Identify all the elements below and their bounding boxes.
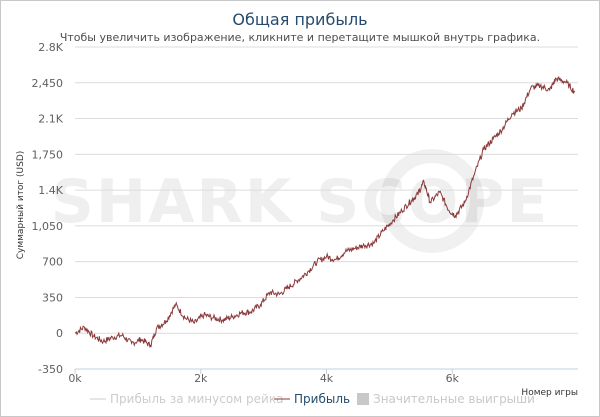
legend-item-profit[interactable]: Прибыль: [274, 392, 350, 406]
x-tick-label: 6k: [446, 372, 460, 385]
series-profit-line[interactable]: [74, 76, 576, 348]
chart-title: Общая прибыль: [232, 10, 367, 29]
legend-label-profit-minus-rake: Прибыль за минусом рейка: [110, 392, 283, 406]
x-tick-label: 4k: [320, 372, 334, 385]
y-tick-label: -350: [38, 363, 63, 376]
legend-symbol-big-wins: [357, 393, 369, 405]
legend-label-profit: Прибыль: [294, 392, 350, 406]
y-tick-label: 1,750: [32, 148, 64, 161]
y-tick-label: 2.8K: [38, 41, 63, 54]
y-tick-label: 1.4K: [38, 184, 63, 197]
y-tick-label: 700: [42, 256, 63, 269]
y-axis-title: Суммарный итог (USD): [16, 151, 26, 260]
legend-item-big-wins[interactable]: Значительные выигрыши: [357, 392, 535, 406]
x-axis-ticks: 0k 2k 4k 6k: [68, 369, 460, 385]
y-tick-label: 0: [56, 327, 63, 340]
legend-item-profit-minus-rake[interactable]: Прибыль за минусом рейка: [90, 392, 283, 406]
chart-subtitle: Чтобы увеличить изображение, кликните и …: [60, 31, 540, 44]
x-tick-label: 0k: [68, 372, 82, 385]
legend: Прибыль за минусом рейка Прибыль Значите…: [90, 392, 535, 406]
watermark-scope-ring: [380, 149, 484, 253]
x-tick-label: 2k: [194, 372, 208, 385]
y-tick-label: 350: [42, 291, 63, 304]
grid: [75, 46, 578, 334]
y-tick-label: 2,450: [32, 77, 64, 90]
y-axis-ticks: -350 0 350 700 1,050 1.4K 1,750 2.1K 2,450 2.8K: [32, 41, 64, 376]
y-tick-label: 2.1K: [38, 113, 63, 126]
watermark: SHARK SCOPE: [51, 149, 547, 253]
y-tick-label: 1,050: [32, 220, 64, 233]
x-axis-title: Номер игры: [521, 388, 578, 398]
legend-label-big-wins: Значительные выигрыши: [373, 392, 535, 406]
